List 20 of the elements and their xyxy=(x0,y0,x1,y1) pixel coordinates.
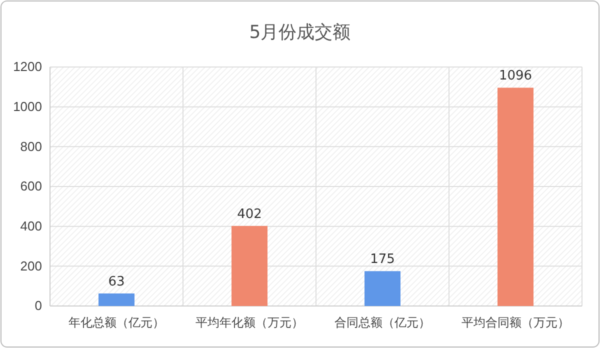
y-tick-label: 200 xyxy=(20,258,42,274)
bar xyxy=(98,293,134,306)
y-tick-label: 400 xyxy=(20,218,42,234)
x-tick-label: 合同总额（亿元） xyxy=(334,316,430,330)
x-tick-label: 平均合同额（万元） xyxy=(462,316,570,330)
bar xyxy=(498,88,534,306)
x-tick-label: 平均年化额（万元） xyxy=(196,316,304,330)
bar xyxy=(364,271,400,306)
y-tick-label: 600 xyxy=(20,178,42,194)
y-tick-label: 0 xyxy=(34,298,42,314)
data-label: 175 xyxy=(370,252,395,268)
data-label: 63 xyxy=(108,274,125,290)
y-tick-label: 1000 xyxy=(13,98,42,114)
y-tick-label: 800 xyxy=(20,138,42,154)
bar xyxy=(232,226,268,306)
x-tick-label: 年化总额（亿元） xyxy=(68,316,164,330)
y-tick-label: 1200 xyxy=(13,59,42,74)
chart-title: 5月份成交额 xyxy=(249,22,351,43)
data-label: 402 xyxy=(237,206,262,222)
data-label: 1096 xyxy=(498,68,532,84)
